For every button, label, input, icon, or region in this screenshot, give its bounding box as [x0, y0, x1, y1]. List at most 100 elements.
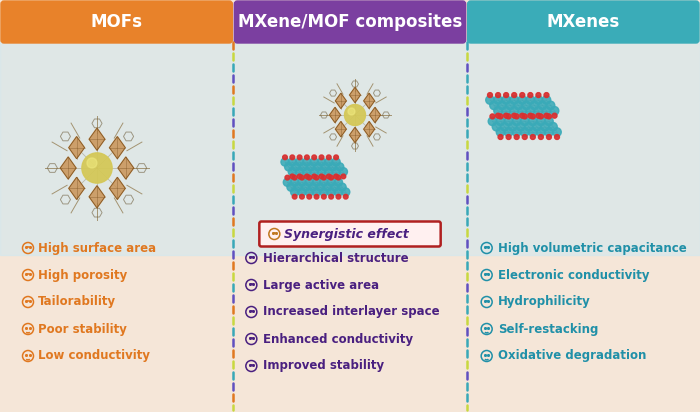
Polygon shape	[89, 186, 105, 208]
Circle shape	[295, 158, 304, 166]
Text: High surface area: High surface area	[38, 241, 156, 255]
Circle shape	[317, 158, 326, 166]
Circle shape	[542, 96, 551, 104]
Circle shape	[488, 117, 497, 126]
Text: Hydrophilicity: Hydrophilicity	[498, 295, 590, 309]
Circle shape	[534, 96, 542, 104]
Circle shape	[284, 178, 291, 186]
Circle shape	[328, 163, 337, 171]
Circle shape	[504, 93, 509, 98]
Circle shape	[326, 174, 331, 179]
Circle shape	[554, 135, 559, 139]
FancyBboxPatch shape	[234, 1, 466, 43]
Circle shape	[502, 96, 510, 104]
Circle shape	[528, 113, 533, 118]
Circle shape	[325, 168, 333, 176]
Circle shape	[512, 113, 517, 118]
Circle shape	[327, 188, 335, 196]
Circle shape	[552, 113, 557, 118]
Polygon shape	[109, 177, 125, 199]
Circle shape	[326, 155, 331, 160]
Circle shape	[500, 122, 509, 131]
Text: Synergistic effect: Synergistic effect	[284, 227, 409, 241]
Circle shape	[536, 113, 541, 118]
Circle shape	[292, 163, 300, 171]
Circle shape	[310, 168, 319, 176]
Circle shape	[517, 122, 525, 131]
Circle shape	[290, 188, 299, 196]
Circle shape	[524, 122, 533, 131]
Circle shape	[294, 183, 302, 191]
Circle shape	[547, 114, 552, 119]
Circle shape	[329, 194, 333, 199]
Circle shape	[285, 163, 293, 171]
Circle shape	[506, 135, 511, 139]
Circle shape	[334, 174, 338, 179]
Circle shape	[299, 163, 307, 171]
Circle shape	[553, 128, 561, 136]
Bar	[0, 40, 700, 255]
Circle shape	[307, 175, 312, 180]
Circle shape	[490, 114, 495, 119]
Circle shape	[307, 163, 314, 171]
Circle shape	[487, 93, 493, 98]
Circle shape	[514, 114, 519, 119]
Circle shape	[518, 96, 526, 104]
Circle shape	[319, 174, 324, 179]
Circle shape	[508, 122, 517, 131]
Circle shape	[314, 175, 319, 180]
Circle shape	[496, 93, 500, 98]
Circle shape	[293, 175, 297, 180]
Text: Hierarchical structure: Hierarchical structure	[263, 251, 409, 265]
Circle shape	[304, 174, 309, 179]
Circle shape	[312, 155, 316, 160]
Circle shape	[540, 122, 550, 131]
Circle shape	[288, 158, 296, 166]
Circle shape	[538, 114, 543, 119]
Circle shape	[492, 122, 500, 131]
Circle shape	[305, 188, 314, 196]
Circle shape	[528, 117, 537, 126]
Polygon shape	[335, 122, 346, 137]
Circle shape	[536, 93, 541, 98]
Polygon shape	[349, 87, 360, 103]
Polygon shape	[335, 93, 346, 108]
Polygon shape	[363, 93, 374, 108]
Circle shape	[344, 194, 348, 199]
Circle shape	[290, 174, 295, 179]
Circle shape	[510, 106, 519, 115]
Polygon shape	[69, 136, 85, 159]
Circle shape	[298, 155, 302, 160]
Circle shape	[494, 96, 503, 104]
Circle shape	[288, 168, 296, 176]
Circle shape	[305, 178, 314, 186]
Text: Enhanced conductivity: Enhanced conductivity	[263, 332, 414, 346]
Circle shape	[538, 135, 543, 139]
Circle shape	[338, 183, 346, 191]
Polygon shape	[349, 127, 360, 143]
Circle shape	[547, 135, 552, 139]
Text: Increased interlayer space: Increased interlayer space	[263, 306, 440, 318]
Circle shape	[319, 155, 324, 160]
Circle shape	[512, 128, 521, 136]
Circle shape	[336, 163, 344, 171]
Circle shape	[87, 158, 97, 168]
Circle shape	[538, 101, 547, 110]
Circle shape	[498, 135, 503, 139]
Circle shape	[348, 108, 355, 115]
Text: MOFs: MOFs	[91, 13, 143, 31]
Text: Poor stability: Poor stability	[38, 323, 127, 335]
Circle shape	[300, 175, 304, 180]
Circle shape	[530, 101, 538, 110]
Text: MXene/MOF composites: MXene/MOF composites	[238, 13, 462, 31]
Circle shape	[506, 101, 514, 110]
Circle shape	[321, 175, 326, 180]
Circle shape	[504, 117, 513, 126]
Text: High volumetric capacitance: High volumetric capacitance	[498, 241, 687, 255]
Circle shape	[298, 178, 306, 186]
Circle shape	[290, 155, 295, 160]
Text: High porosity: High porosity	[38, 269, 127, 281]
Circle shape	[533, 122, 541, 131]
Text: Tailorability: Tailorability	[38, 295, 116, 309]
Circle shape	[534, 106, 542, 115]
